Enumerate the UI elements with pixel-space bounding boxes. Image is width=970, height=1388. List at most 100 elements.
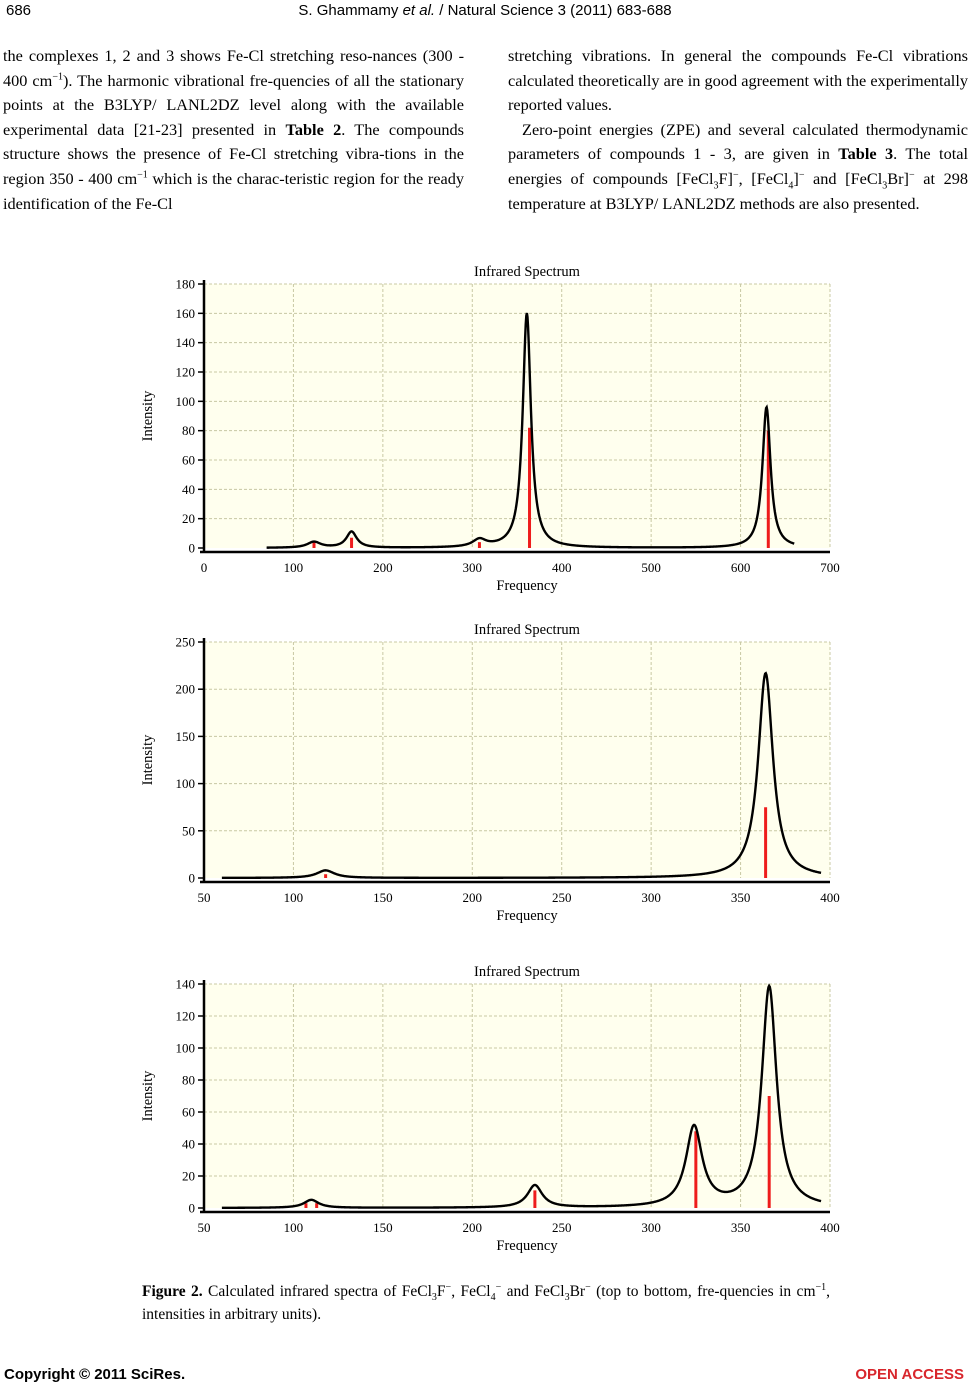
y-tick-label: 140: [176, 335, 196, 350]
table-reference: Table 3: [838, 144, 894, 164]
figure-2: 0 20 40 60 80 100 120 140 160 180 0 100 200 300 400 500…: [140, 256, 840, 1270]
plot-area: [204, 642, 830, 878]
y-tick-label: 20: [182, 511, 195, 526]
y-tick-label: 40: [182, 1137, 195, 1152]
superscript: −: [495, 1281, 502, 1293]
caption-label: Figure 2.: [142, 1283, 203, 1300]
running-head: S. Ghammamy et al. / Natural Science 3 (…: [0, 2, 970, 19]
x-tick-label: 400: [820, 1220, 840, 1235]
x-tick-label: 300: [463, 560, 483, 575]
x-tick-label: 200: [463, 1220, 483, 1235]
copyright: Copyright © 2011 SciRes.: [4, 1366, 186, 1383]
text-run: F: [436, 1283, 446, 1300]
y-tick-label: 160: [176, 306, 196, 321]
ir-spectrum-chart-1: 0 20 40 60 80 100 120 140 160 180 0 100 200 300 400 500…: [140, 256, 840, 598]
text-run: , intensities in arbitrary units).: [142, 1283, 831, 1323]
x-axis-label: Frequency: [496, 578, 558, 594]
y-tick-label: 140: [176, 977, 196, 992]
superscript: −: [908, 169, 915, 181]
ir-spectrum-chart-3: 0 20 40 60 80 100 120 140 50 100 150 200 250 300 350 40…: [140, 962, 840, 1270]
x-tick-label: 200: [463, 890, 483, 905]
text-run: and [FeCl: [804, 168, 883, 188]
x-tick-label: 250: [552, 1220, 572, 1235]
x-tick-label: 350: [731, 1220, 751, 1235]
chart-title: Infrared Spectrum: [474, 964, 581, 980]
y-axis-label: Intensity: [140, 390, 156, 441]
y-axis-label: Intensity: [140, 734, 156, 785]
x-tick-label: 300: [641, 890, 661, 905]
figure-caption: Figure 2. Calculated infrared spectra of…: [142, 1280, 830, 1326]
subscript: 3: [713, 180, 719, 192]
y-tick-label: 0: [189, 541, 196, 556]
running-head-authors: S. Ghammamy: [298, 2, 403, 19]
spectrum-curve: [221, 983, 822, 1210]
subscript: 3: [431, 1292, 437, 1304]
y-tick-label: 120: [176, 365, 196, 380]
text-run: , [FeCl: [738, 168, 789, 188]
y-tick-label: 100: [176, 776, 196, 791]
y-tick-label: 80: [182, 1073, 195, 1088]
text-run: which is the charac-teristic region for …: [3, 168, 465, 213]
superscript: −: [732, 169, 739, 181]
text-run: . The total energies of compounds [FeCl: [508, 144, 968, 188]
right-paragraph-1: stretching vibrations. In general the co…: [508, 46, 968, 115]
y-tick-label: 150: [176, 729, 196, 744]
y-tick-label: 60: [182, 453, 195, 468]
y-tick-label: 200: [176, 682, 196, 697]
y-tick-label: 250: [176, 635, 196, 650]
x-tick-label: 150: [373, 890, 393, 905]
x-tick-label: 400: [820, 890, 840, 905]
x-tick-label: 250: [552, 890, 572, 905]
subscript: 4: [490, 1292, 496, 1304]
subscript: 3: [882, 180, 888, 192]
y-tick-label: 120: [176, 1009, 196, 1024]
chart-title: Infrared Spectrum: [474, 622, 581, 638]
text-run: and FeCl: [501, 1283, 565, 1300]
y-tick-label: 100: [176, 394, 196, 409]
x-tick-label: 0: [201, 560, 208, 575]
left-paragraph: the complexes 1, 2 and 3 shows Fe-Cl str…: [3, 44, 464, 216]
spectrum-curve: [221, 671, 822, 880]
y-tick-label: 40: [182, 482, 195, 497]
y-tick-label: 20: [182, 1169, 195, 1184]
superscript: −: [445, 1281, 452, 1293]
text-run: at 298 temperature at B3LYP/ LANL2DZ met…: [508, 168, 968, 213]
text-run: ). The harmonic vibrational fre-quencies…: [3, 70, 464, 139]
open-access-label: OPEN ACCESS: [855, 1366, 964, 1383]
x-tick-label: 50: [198, 1220, 211, 1235]
page-number: 686: [6, 2, 32, 19]
x-tick-label: 700: [820, 560, 840, 575]
spectrum-curve: [266, 312, 795, 549]
x-tick-label: 300: [641, 1220, 661, 1235]
x-tick-label: 350: [731, 890, 751, 905]
left-column: the complexes 1, 2 and 3 shows Fe-Cl str…: [3, 44, 464, 216]
text-run: the complexes 1, 2 and 3 shows Fe-Cl str…: [3, 46, 464, 90]
text-run: F]: [718, 168, 733, 188]
right-paragraph-2: Zero-point energies (ZPE) and several ca…: [508, 118, 968, 216]
chart-title: Infrared Spectrum: [474, 264, 581, 280]
y-tick-label: 50: [182, 823, 195, 838]
y-tick-label: 100: [176, 1041, 196, 1056]
y-tick-label: 180: [176, 277, 196, 292]
x-axis-label: Frequency: [496, 1238, 558, 1254]
x-axis-label: Frequency: [496, 908, 558, 924]
y-tick-label: 80: [182, 423, 195, 438]
x-tick-label: 150: [373, 1220, 393, 1235]
superscript: −: [798, 169, 805, 181]
text-run: ]: [793, 168, 799, 188]
running-head-journal: / Natural Science 3 (2011) 683-688: [435, 2, 672, 19]
text-run: Zero-point energies (ZPE) and several ca…: [508, 119, 968, 164]
right-column: stretching vibrations. In general the co…: [508, 44, 968, 216]
x-tick-label: 100: [284, 560, 304, 575]
x-tick-label: 100: [284, 1220, 304, 1235]
x-tick-label: 600: [731, 560, 751, 575]
x-tick-label: 200: [373, 560, 393, 575]
y-tick-label: 0: [189, 871, 196, 886]
subscript: 3: [564, 1292, 570, 1304]
y-tick-label: 60: [182, 1105, 195, 1120]
text-run: Br]: [887, 168, 909, 188]
y-axis-label: Intensity: [140, 1070, 156, 1121]
x-tick-label: 100: [284, 890, 304, 905]
